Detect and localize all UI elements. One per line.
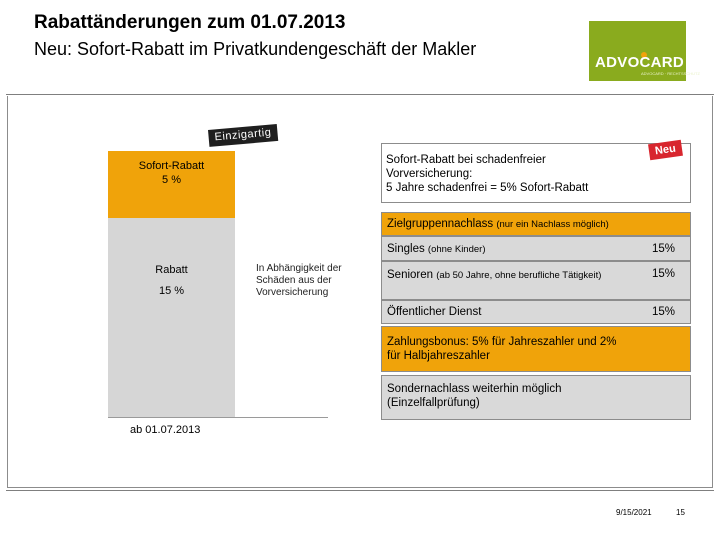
row-label: Singles (387, 243, 425, 255)
slide-subtitle: Neu: Sofort-Rabatt im Privatkundengeschä… (34, 39, 477, 59)
footer-divider (6, 490, 714, 491)
sofort-rabatt-label-line1: Sofort-Rabatt (138, 160, 205, 172)
row-pct: 15% (652, 268, 676, 280)
chart-x-label: ab 01.07.2013 (130, 424, 201, 436)
sofort-box-line2: Vorversicherung: (386, 168, 473, 180)
zielgruppe-title: Zielgruppennachlass (387, 218, 494, 230)
footer-date: 9/15/2021 (616, 508, 652, 517)
content-frame (7, 96, 713, 488)
zielgruppe-header: Zielgruppennachlass (nur ein Nachlass mö… (381, 212, 691, 236)
row-sub: (ohne Kinder) (427, 244, 486, 255)
zahlungsbonus-box: Zahlungsbonus: 5% für Jahreszahler und 2… (381, 326, 691, 372)
slide-title: Rabattänderungen zum 01.07.2013 (34, 12, 346, 33)
sondernachlass-box: Sondernachlass weiterhin möglich (Einzel… (381, 375, 691, 420)
zielgruppe-row-singles: Singles (ohne Kinder) 15% (381, 236, 691, 261)
rabatt-value: 15 % (158, 285, 185, 297)
sondernachlass-line2: (Einzelfallprüfung) (387, 397, 480, 409)
row-label: Öffentlicher Dienst (387, 306, 482, 318)
sondernachlass-line1: Sondernachlass weiterhin möglich (387, 383, 562, 395)
row-pct: 15% (652, 306, 676, 318)
rabatt-segment (108, 218, 235, 417)
rabatt-note: In Abhängigkeit der Schäden aus der Vorv… (256, 263, 342, 298)
logo-text: ADVOCARD (595, 54, 685, 71)
zielgruppe-row-oeffentlich: Öffentlicher Dienst 15% (381, 300, 691, 324)
row-pct: 15% (652, 243, 676, 255)
sofort-box-line1: Sofort-Rabatt bei schadenfreier (386, 154, 546, 166)
zielgruppe-row-senioren: Senioren (ab 50 Jahre, ohne berufliche T… (381, 261, 691, 300)
sofort-rabatt-box: Sofort-Rabatt bei schadenfreier Vorversi… (381, 143, 691, 203)
page-number: 15 (676, 508, 685, 517)
zahlungsbonus-line2: für Halbjahreszahler (387, 350, 490, 362)
header-divider (6, 94, 714, 95)
row-sub: (ab 50 Jahre, ohne berufliche Tätigkeit) (436, 270, 602, 281)
rabatt-label: Rabatt (155, 264, 188, 276)
advocard-logo: ADVOCARD ADVOCARD · RECHTSSCHUTZ (589, 21, 700, 81)
sofort-box-line3: 5 Jahre schadenfrei = 5% Sofort-Rabatt (386, 182, 589, 194)
sofort-rabatt-label-line2: 5 % (162, 174, 181, 186)
zielgruppe-note: (nur ein Nachlass möglich) (496, 219, 609, 230)
logo-subtext: ADVOCARD · RECHTSSCHUTZ (641, 71, 700, 76)
zahlungsbonus-line1: Zahlungsbonus: 5% für Jahreszahler und 2… (387, 336, 617, 348)
logo-dot-icon (641, 52, 647, 58)
chart-axis (108, 417, 328, 418)
row-label: Senioren (387, 269, 434, 281)
sofort-rabatt-segment (108, 151, 235, 218)
sofort-rabatt-label: Sofort-Rabatt 5 % (108, 159, 235, 187)
